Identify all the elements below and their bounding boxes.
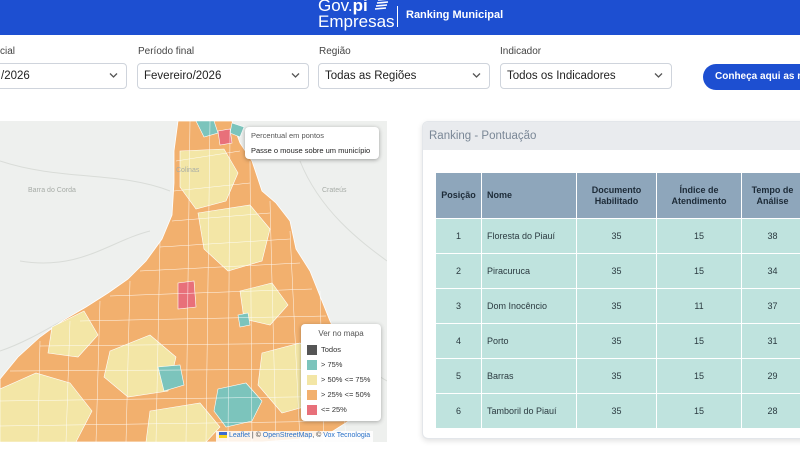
legend-swatch <box>307 389 317 400</box>
legend-label: > 75% <box>321 360 343 369</box>
brand-stripes-icon <box>374 0 389 10</box>
column-header-document[interactable]: Documento Habilitado <box>576 172 657 219</box>
document-cell: 35 <box>576 323 657 359</box>
position-cell: 3 <box>435 288 482 324</box>
document-cell: 35 <box>576 288 657 324</box>
column-header-position[interactable]: Posição <box>435 172 482 219</box>
position-cell: 2 <box>435 253 482 289</box>
analysis-time-cell: 29 <box>741 358 800 394</box>
position-cell: 4 <box>435 323 482 359</box>
start-period-select[interactable]: /2026 <box>0 63 127 89</box>
indicator-label: Indicador <box>500 46 542 57</box>
position-cell: 1 <box>435 218 482 254</box>
brand-line1: Gov.pi <box>318 0 368 15</box>
ranking-panel: Ranking - Pontuação Posição Nome Documen… <box>422 121 800 439</box>
name-cell: Porto <box>481 323 577 359</box>
ukraine-flag-icon <box>219 432 227 438</box>
analysis-time-cell: 34 <box>741 253 800 289</box>
legend-item-50-75[interactable]: > 50% <= 75% <box>307 372 375 387</box>
end-period-select[interactable]: Fevereiro/2026 <box>137 63 309 89</box>
map-place-label: Colinas <box>176 167 200 174</box>
document-cell: 35 <box>576 358 657 394</box>
map-legend: Ver no mapa Todos > 75% > 50% <= 75% > 2… <box>301 324 381 421</box>
legend-label: > 25% <= 50% <box>321 390 371 399</box>
map-tooltip: Percentual em pontos Passe o mouse sobre… <box>245 127 379 159</box>
region-value: Todas as Regiões <box>325 70 417 82</box>
legend-item-all[interactable]: Todos <box>307 342 375 357</box>
column-header-analysis-time[interactable]: Tempo de Análise <box>741 172 800 219</box>
name-cell: Barras <box>481 358 577 394</box>
ranking-table: Posição Nome Documento Habilitado Índice… <box>435 172 800 429</box>
service-index-cell: 15 <box>656 358 742 394</box>
analysis-time-cell: 38 <box>741 218 800 254</box>
ranking-title: Ranking - Pontuação <box>423 122 800 150</box>
openstreetmap-link[interactable]: OpenStreetMap <box>262 432 313 439</box>
brand-line2: Empresas <box>318 12 395 31</box>
position-cell: 6 <box>435 393 482 429</box>
legend-item-over-75[interactable]: > 75% <box>307 357 375 372</box>
service-index-cell: 15 <box>656 253 742 289</box>
table-row[interactable]: 1 Floresta do Piauí 35 15 38 <box>435 218 800 254</box>
table-row[interactable]: 2 Piracuruca 35 15 34 <box>435 253 800 289</box>
name-cell: Piracuruca <box>481 253 577 289</box>
legend-swatch <box>307 344 317 355</box>
map-canvas <box>0 121 387 442</box>
name-cell: Tamboril do Piauí <box>481 393 577 429</box>
service-index-cell: 15 <box>656 323 742 359</box>
rules-button[interactable]: Conheça aqui as regras <box>703 64 800 90</box>
document-cell: 35 <box>576 253 657 289</box>
map-place-label: Barra do Corda <box>28 187 76 194</box>
legend-label: <= 25% <box>321 405 347 414</box>
column-header-service-index[interactable]: Índice de Atendimento <box>656 172 742 219</box>
indicator-select[interactable]: Todos os Indicadores <box>500 63 672 89</box>
attribution-sep: , © <box>312 432 324 439</box>
region-select[interactable]: Todas as Regiões <box>318 63 490 89</box>
end-period-value: Fevereiro/2026 <box>144 70 222 82</box>
legend-swatch <box>307 374 317 385</box>
service-index-cell: 15 <box>656 218 742 254</box>
map-place-label: Crateús <box>322 187 347 194</box>
service-index-cell: 15 <box>656 393 742 429</box>
name-cell: Dom Inocêncio <box>481 288 577 324</box>
attribution-sep: | © <box>249 432 263 439</box>
analysis-time-cell: 37 <box>741 288 800 324</box>
vox-tecnologia-link[interactable]: Vox Tecnologia <box>323 432 371 439</box>
analysis-time-cell: 28 <box>741 393 800 429</box>
start-period-value: /2026 <box>1 70 30 82</box>
legend-title: Ver no mapa <box>318 329 364 338</box>
name-cell: Floresta do Piauí <box>481 218 577 254</box>
document-cell: 35 <box>576 393 657 429</box>
table-row[interactable]: 5 Barras 35 15 29 <box>435 358 800 394</box>
leaflet-link[interactable]: Leaflet <box>228 432 250 439</box>
indicator-value: Todos os Indicadores <box>507 70 616 82</box>
table-row[interactable]: 6 Tamboril do Piauí 35 15 28 <box>435 393 800 429</box>
table-row[interactable]: 3 Dom Inocêncio 35 11 37 <box>435 288 800 324</box>
tooltip-hint: Passe o mouse sobre um município <box>251 146 371 155</box>
end-period-label: Período final <box>138 46 195 57</box>
chevron-down-icon <box>291 73 300 78</box>
service-index-cell: 11 <box>656 288 742 324</box>
legend-swatch <box>307 404 317 415</box>
page-title: Ranking Municipal <box>406 9 504 21</box>
legend-item-under-25[interactable]: <= 25% <box>307 402 375 417</box>
column-header-name[interactable]: Nome <box>481 172 577 219</box>
analysis-time-cell: 31 <box>741 323 800 359</box>
position-cell: 5 <box>435 358 482 394</box>
chevron-down-icon <box>472 73 481 78</box>
document-cell: 35 <box>576 218 657 254</box>
legend-label: > 50% <= 75% <box>321 375 371 384</box>
chevron-down-icon <box>654 73 663 78</box>
map-attribution: Leaflet | © OpenStreetMap, © Vox Tecnolo… <box>216 431 374 442</box>
table-row[interactable]: 4 Porto 35 15 31 <box>435 323 800 359</box>
legend-item-25-50[interactable]: > 25% <= 50% <box>307 387 375 402</box>
chevron-down-icon <box>109 73 118 78</box>
legend-label: Todos <box>321 345 342 354</box>
tooltip-title: Percentual em pontos <box>251 131 324 140</box>
start-period-label: cial <box>0 46 16 57</box>
top-bar: Gov.pi Empresas Ranking Municipal <box>0 0 800 35</box>
table-header-row: Posição Nome Documento Habilitado Índice… <box>435 172 800 219</box>
region-label: Região <box>319 46 351 57</box>
legend-swatch <box>307 359 317 370</box>
brand-divider <box>397 6 398 27</box>
